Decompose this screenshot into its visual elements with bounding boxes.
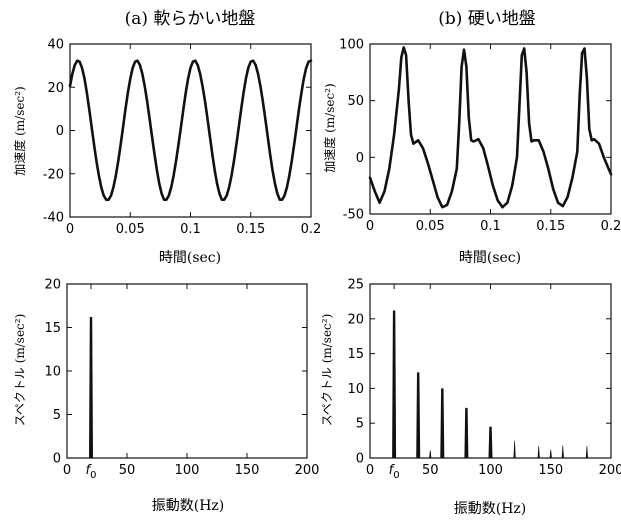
x-tick-label: 150 bbox=[538, 463, 563, 478]
y-tick-label: 10 bbox=[44, 365, 61, 380]
spectrum-bar bbox=[561, 445, 564, 458]
x-tick-label: 100 bbox=[175, 463, 200, 478]
y-tick-label: 15 bbox=[347, 347, 364, 362]
y-axis-label-a: 加速度 (m/sec²) bbox=[12, 86, 27, 175]
spectrum-bar bbox=[585, 446, 588, 458]
y-tick-label: 20 bbox=[347, 312, 364, 327]
x-tick-label: 0.1 bbox=[480, 219, 501, 234]
y-axis-label-b: 加速度 (m/sec²) bbox=[322, 83, 337, 172]
y-tick-label: 50 bbox=[347, 94, 364, 109]
spectrum-bar bbox=[549, 449, 552, 458]
plot-a: -40 -20 0 20 40 0 0.05 0.1 0.15 0.2 bbox=[43, 38, 322, 238]
y-tick-label: 20 bbox=[44, 278, 61, 293]
spectrum-bar bbox=[537, 446, 540, 458]
x-tick-label: 0.15 bbox=[236, 222, 265, 237]
y-tick-label: 0 bbox=[56, 124, 64, 139]
waveform-line bbox=[68, 59, 313, 201]
y-tick-label: 10 bbox=[347, 382, 364, 397]
x-tick-label: f0 bbox=[86, 463, 97, 481]
spectrum-bar bbox=[89, 317, 93, 458]
y-tick-label: 40 bbox=[47, 38, 64, 53]
y-tick-label: 5 bbox=[53, 408, 61, 423]
y-tick-label: 0 bbox=[53, 452, 61, 467]
y-tick-label: 5 bbox=[356, 417, 364, 432]
spectrum-bar bbox=[440, 388, 445, 458]
x-tick-label: 0.1 bbox=[180, 222, 201, 237]
plot-frame bbox=[66, 283, 308, 459]
spectrum-bar bbox=[429, 450, 432, 458]
x-tick-label: 0.2 bbox=[301, 222, 322, 237]
y-axis-label-d: スペクトル (m/sec²) bbox=[320, 314, 334, 427]
x-tick-label: 0.05 bbox=[116, 222, 145, 237]
x-tick-label: 200 bbox=[599, 463, 621, 478]
plot-d: 0 5 10 15 20 25 0 f0 50 100 150 200 bbox=[347, 278, 621, 482]
x-tick-label: 50 bbox=[119, 463, 136, 478]
spectrum-bar bbox=[416, 372, 421, 458]
spectrum-bar bbox=[513, 440, 516, 458]
y-axis-label-c: スペクトル (m/sec²) bbox=[13, 314, 27, 427]
y-tick-label: 25 bbox=[347, 278, 364, 293]
x-tick-label: 100 bbox=[478, 463, 503, 478]
chart-title-b: (b) 硬い地盤 bbox=[438, 9, 536, 29]
x-tick-label: 0 bbox=[63, 463, 71, 478]
y-tick-label: 0 bbox=[356, 452, 364, 467]
x-axis-label-d: 振動数(Hz) bbox=[454, 501, 527, 517]
y-tick-label: 100 bbox=[339, 38, 364, 53]
x-tick-label: 0.2 bbox=[601, 219, 621, 234]
spectrum-bar bbox=[464, 407, 469, 458]
x-tick-label: 150 bbox=[235, 463, 260, 478]
x-tick-label: 0.05 bbox=[416, 219, 445, 234]
y-tick-label: 0 bbox=[356, 151, 364, 166]
x-tick-label: 0 bbox=[66, 222, 74, 237]
x-axis-label-c: 振動数(Hz) bbox=[152, 498, 225, 514]
spectrum-bar bbox=[392, 310, 397, 458]
x-tick-label: 0 bbox=[366, 219, 374, 234]
x-tick-label: f0 bbox=[389, 463, 400, 481]
y-tick-label: -20 bbox=[43, 167, 64, 182]
waveform-line bbox=[368, 46, 613, 209]
x-tick-label: 0.15 bbox=[536, 219, 565, 234]
chart-title-a: (a) 軟らかい地盤 bbox=[125, 9, 256, 29]
x-tick-label: 50 bbox=[422, 463, 439, 478]
x-axis-label-b: 時間(sec) bbox=[459, 250, 521, 266]
x-tick-label: 0 bbox=[366, 463, 374, 478]
y-tick-label: -40 bbox=[43, 211, 64, 226]
x-axis-label-a: 時間(sec) bbox=[159, 250, 221, 266]
x-tick-label: 200 bbox=[295, 463, 320, 478]
spectrum-bar bbox=[488, 426, 493, 458]
y-tick-label: 15 bbox=[44, 321, 61, 336]
y-tick-label: -50 bbox=[343, 208, 364, 223]
y-tick-label: 20 bbox=[47, 81, 64, 96]
